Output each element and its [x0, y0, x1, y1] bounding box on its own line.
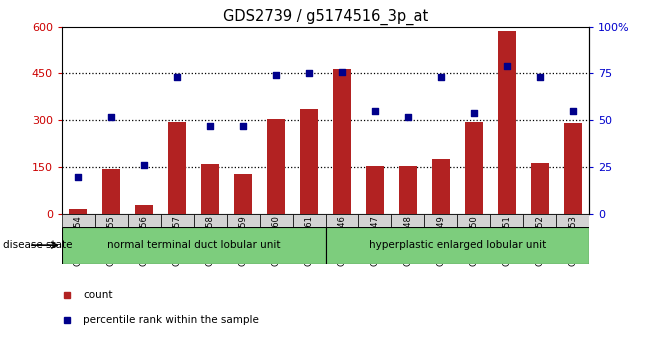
Bar — [465, 122, 483, 214]
Bar — [333, 69, 351, 214]
Text: GSM177457: GSM177457 — [173, 215, 182, 266]
Bar — [523, 214, 556, 227]
Bar — [62, 214, 95, 227]
Point — [238, 123, 248, 129]
Point — [304, 70, 314, 76]
Text: GSM177448: GSM177448 — [404, 215, 412, 266]
Point — [469, 110, 479, 116]
Text: GSM177459: GSM177459 — [239, 215, 247, 266]
Bar — [399, 166, 417, 214]
Bar — [161, 214, 194, 227]
Point — [139, 162, 150, 168]
Text: disease state: disease state — [3, 240, 73, 250]
Text: GSM177456: GSM177456 — [140, 215, 148, 266]
Text: count: count — [83, 290, 113, 300]
Point — [534, 74, 545, 80]
Text: GDS2739 / g5174516_3p_at: GDS2739 / g5174516_3p_at — [223, 9, 428, 25]
Bar — [556, 214, 589, 227]
Bar — [391, 214, 424, 227]
Bar — [234, 173, 252, 214]
Text: GSM177460: GSM177460 — [271, 215, 281, 266]
Text: GSM177458: GSM177458 — [206, 215, 215, 266]
Bar — [498, 31, 516, 214]
Bar — [267, 119, 285, 214]
Bar — [326, 214, 359, 227]
Text: percentile rank within the sample: percentile rank within the sample — [83, 315, 259, 325]
Point — [403, 114, 413, 119]
Bar — [260, 214, 292, 227]
Bar — [102, 169, 120, 214]
Bar — [564, 124, 582, 214]
Text: GSM177452: GSM177452 — [535, 215, 544, 266]
Bar — [62, 227, 326, 264]
Text: GSM177455: GSM177455 — [107, 215, 116, 266]
Text: GSM177446: GSM177446 — [337, 215, 346, 266]
Text: GSM177450: GSM177450 — [469, 215, 478, 266]
Point — [271, 73, 281, 78]
Text: GSM177453: GSM177453 — [568, 215, 577, 266]
Text: GSM177447: GSM177447 — [370, 215, 380, 266]
Bar — [326, 227, 589, 264]
Bar — [432, 159, 450, 214]
Bar — [359, 214, 391, 227]
Point — [172, 74, 182, 80]
Text: GSM177454: GSM177454 — [74, 215, 83, 266]
Text: hyperplastic enlarged lobular unit: hyperplastic enlarged lobular unit — [368, 240, 546, 250]
Bar — [531, 162, 549, 214]
Bar — [366, 166, 384, 214]
Bar — [490, 214, 523, 227]
Bar — [300, 109, 318, 214]
Text: normal terminal duct lobular unit: normal terminal duct lobular unit — [107, 240, 281, 250]
Point — [106, 114, 117, 119]
Bar — [168, 122, 186, 214]
Point — [205, 123, 215, 129]
Bar — [128, 214, 161, 227]
Point — [73, 174, 83, 179]
Bar — [69, 210, 87, 214]
Point — [501, 63, 512, 69]
Text: GSM177461: GSM177461 — [305, 215, 314, 266]
Bar — [424, 214, 457, 227]
Point — [370, 108, 380, 114]
Bar — [201, 164, 219, 214]
Bar — [95, 214, 128, 227]
Bar — [227, 214, 260, 227]
Point — [337, 69, 347, 74]
Bar — [194, 214, 227, 227]
Bar — [292, 214, 326, 227]
Text: GSM177451: GSM177451 — [503, 215, 511, 266]
Bar — [135, 205, 153, 214]
Point — [568, 108, 578, 114]
Bar — [457, 214, 490, 227]
Point — [436, 74, 446, 80]
Text: GSM177449: GSM177449 — [436, 215, 445, 266]
